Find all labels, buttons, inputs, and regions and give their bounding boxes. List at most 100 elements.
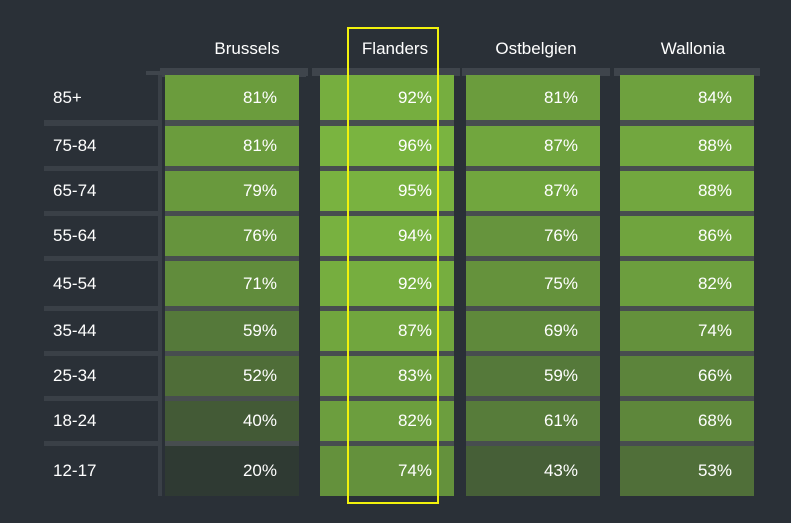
- cell-gap: [165, 306, 299, 311]
- row-label: 18-24: [53, 411, 97, 430]
- cell-value-label: 59%: [242, 321, 277, 340]
- cell-gap: [320, 166, 454, 171]
- row-label: 35-44: [53, 321, 97, 340]
- heatmap-cell: [320, 216, 454, 256]
- cell-value-label: 43%: [543, 461, 578, 480]
- shelf-brussels: [160, 68, 308, 76]
- row-separator: [44, 211, 160, 216]
- cell-gap: [165, 396, 299, 401]
- cell-gap: [320, 396, 454, 401]
- cell-gap: [320, 120, 454, 126]
- heatmap-cell: [320, 171, 454, 211]
- highlighted-column-frame: [347, 27, 439, 504]
- cell-value-label: 52%: [242, 366, 277, 385]
- cell-gap: [165, 166, 299, 171]
- cell-value-label: 87%: [543, 136, 578, 155]
- cell-gap: [620, 120, 754, 126]
- cell-gap: [620, 441, 754, 446]
- row-label-column: [44, 75, 158, 496]
- shelf-ostbelgien: [462, 68, 610, 76]
- row-separator: [44, 256, 160, 261]
- cell-value-label: 87%: [397, 321, 432, 340]
- cell-value-label: 88%: [697, 181, 732, 200]
- cell-value-label: 81%: [242, 136, 277, 155]
- cell-value-label: 66%: [697, 366, 732, 385]
- cell-value-label: 71%: [242, 274, 277, 293]
- cell-value-label: 40%: [242, 411, 277, 430]
- heatmap-cell: [620, 126, 754, 166]
- cell-gap: [320, 441, 454, 446]
- heatmap-cell: [466, 75, 600, 120]
- cell-value-label: 81%: [543, 88, 578, 107]
- cell-value-label: 76%: [543, 226, 578, 245]
- cell-value-label: 96%: [397, 136, 432, 155]
- cell-value-label: 69%: [543, 321, 578, 340]
- cell-gap: [620, 351, 754, 356]
- cell-value-label: 59%: [543, 366, 578, 385]
- cell-value-label: 95%: [397, 181, 432, 200]
- column-header: Ostbelgien: [495, 39, 577, 58]
- column-header: Wallonia: [660, 39, 726, 58]
- cell-value-label: 74%: [697, 321, 732, 340]
- heatmap-cell: [320, 311, 454, 351]
- cell-value-label: 53%: [697, 461, 732, 480]
- heatmap-cell: [165, 171, 299, 211]
- cell-gap: [320, 306, 454, 311]
- cell-gap: [165, 351, 299, 356]
- heatmap-cell: [320, 126, 454, 166]
- cell-gap: [466, 441, 600, 446]
- heatmap-cell: [320, 356, 454, 396]
- heatmap-cell: [466, 261, 600, 306]
- cell-gap: [620, 306, 754, 311]
- heatmap-cell: [165, 126, 299, 166]
- cell-gap: [466, 256, 600, 261]
- cell-value-label: 84%: [697, 88, 732, 107]
- row-separator: [44, 120, 160, 126]
- heatmap-cell: [466, 446, 600, 496]
- cell-value-label: 81%: [242, 88, 277, 107]
- heatmap-cell: [466, 356, 600, 396]
- heatmap-cell: [165, 216, 299, 256]
- heatmap-cell: [165, 311, 299, 351]
- cell-gap: [620, 396, 754, 401]
- row-label: 55-64: [53, 226, 97, 245]
- heatmap-cell: [620, 171, 754, 211]
- cell-gap: [620, 256, 754, 261]
- heatmap-cell: [165, 446, 299, 496]
- cell-value-label: 92%: [397, 88, 432, 107]
- cell-value-label: 83%: [397, 366, 432, 385]
- shelf-wallonia: [614, 68, 760, 76]
- cell-gap: [320, 211, 454, 216]
- cell-value-label: 86%: [697, 226, 732, 245]
- row-separator: [44, 441, 160, 446]
- heatmap-cell: [165, 356, 299, 396]
- heatmap-cell: [620, 356, 754, 396]
- cell-gap: [466, 351, 600, 356]
- heatmap-cell: [620, 401, 754, 441]
- cell-gap: [620, 211, 754, 216]
- row-label: 45-54: [53, 274, 97, 293]
- heatmap-cell: [620, 75, 754, 120]
- heatmap-cell: [320, 401, 454, 441]
- cell-value-label: 82%: [697, 274, 732, 293]
- cell-gap: [466, 396, 600, 401]
- cell-gap: [320, 351, 454, 356]
- cell-gap: [320, 256, 454, 261]
- heatmap-cell: [620, 311, 754, 351]
- cell-gap: [620, 166, 754, 171]
- cell-value-label: 94%: [397, 226, 432, 245]
- row-separator: [44, 351, 160, 356]
- cell-value-label: 20%: [242, 461, 277, 480]
- heatmap-cell: [320, 446, 454, 496]
- cell-gap: [466, 166, 600, 171]
- column-header: Brussels: [214, 39, 280, 58]
- cell-gap: [165, 256, 299, 261]
- row-label: 12-17: [53, 461, 97, 480]
- cell-gap: [466, 306, 600, 311]
- cell-value-label: 61%: [543, 411, 578, 430]
- row-label: 25-34: [53, 366, 97, 385]
- heatmap-cell: [320, 75, 454, 120]
- row-separator: [44, 306, 160, 311]
- cell-value-label: 75%: [543, 274, 578, 293]
